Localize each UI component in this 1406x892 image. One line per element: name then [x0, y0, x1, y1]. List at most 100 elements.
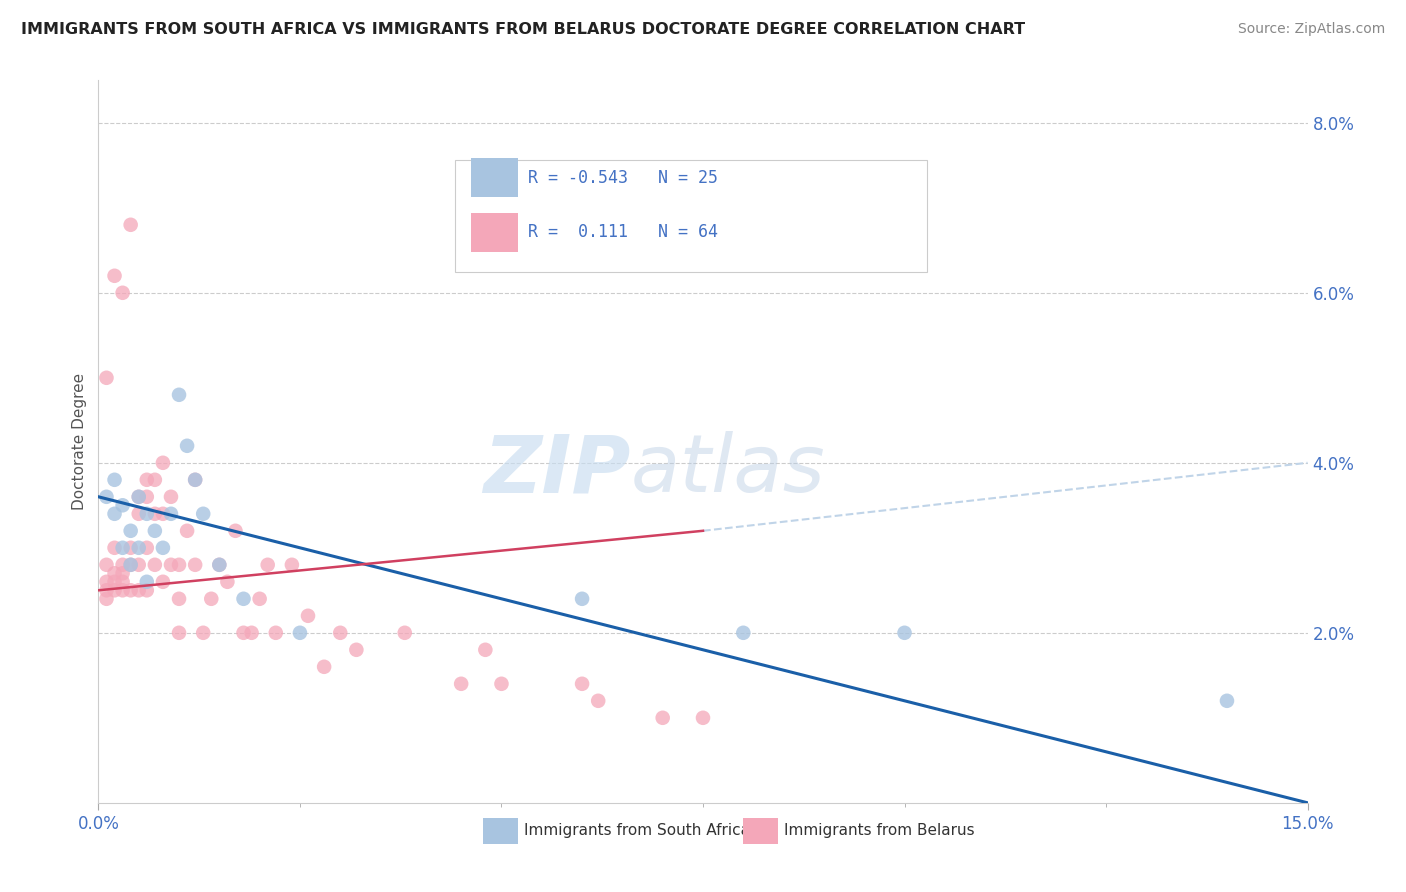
Point: [152, 507, 174, 521]
Point: [120, 541, 142, 555]
Point: [651, 711, 673, 725]
Point: [184, 558, 207, 572]
Point: [184, 473, 207, 487]
Point: [96, 490, 118, 504]
Point: [232, 591, 254, 606]
Point: [135, 574, 157, 589]
Point: [1216, 694, 1239, 708]
Point: [193, 625, 215, 640]
Point: [692, 711, 714, 725]
Point: [96, 583, 118, 598]
Text: ZIP: ZIP: [484, 432, 630, 509]
Point: [450, 677, 472, 691]
Point: [167, 591, 190, 606]
Point: [176, 439, 198, 453]
Point: [893, 625, 915, 640]
Point: [232, 625, 254, 640]
Point: [135, 541, 157, 555]
Point: [120, 524, 142, 538]
Point: [128, 583, 150, 598]
Point: [128, 507, 150, 521]
Point: [111, 498, 134, 512]
Point: [135, 507, 157, 521]
Point: [474, 642, 496, 657]
Point: [264, 625, 287, 640]
Point: [224, 524, 246, 538]
Point: [344, 642, 367, 657]
Text: Immigrants from South Africa: Immigrants from South Africa: [524, 822, 749, 838]
Point: [96, 574, 118, 589]
Point: [160, 558, 183, 572]
Point: [103, 566, 125, 581]
Point: [143, 524, 166, 538]
Point: [103, 541, 125, 555]
Point: [143, 507, 166, 521]
Point: [128, 490, 150, 504]
Point: [733, 625, 755, 640]
Point: [111, 583, 134, 598]
Y-axis label: Doctorate Degree: Doctorate Degree: [72, 373, 87, 510]
Point: [120, 583, 142, 598]
FancyBboxPatch shape: [456, 160, 927, 272]
Point: [111, 285, 134, 300]
Point: [297, 608, 319, 623]
Point: [176, 524, 198, 538]
Text: atlas: atlas: [630, 432, 825, 509]
Point: [103, 268, 125, 283]
Point: [111, 558, 134, 572]
Point: [111, 566, 134, 581]
Point: [120, 558, 142, 572]
Point: [128, 558, 150, 572]
Point: [152, 541, 174, 555]
Point: [160, 490, 183, 504]
Point: [249, 591, 271, 606]
Point: [103, 583, 125, 598]
Point: [135, 583, 157, 598]
Point: [103, 507, 125, 521]
Point: [240, 625, 263, 640]
Point: [193, 507, 215, 521]
Point: [314, 660, 336, 674]
Point: [152, 456, 174, 470]
Point: [208, 558, 231, 572]
Point: [281, 558, 304, 572]
FancyBboxPatch shape: [742, 818, 778, 844]
Point: [143, 473, 166, 487]
Point: [167, 388, 190, 402]
Point: [586, 694, 609, 708]
FancyBboxPatch shape: [471, 158, 517, 197]
Point: [167, 558, 190, 572]
Point: [111, 541, 134, 555]
Point: [571, 677, 593, 691]
Point: [120, 558, 142, 572]
Point: [288, 625, 311, 640]
Point: [217, 574, 239, 589]
Text: Immigrants from Belarus: Immigrants from Belarus: [785, 822, 974, 838]
Point: [184, 473, 207, 487]
Point: [152, 574, 174, 589]
Point: [394, 625, 416, 640]
Text: R = -0.543   N = 25: R = -0.543 N = 25: [527, 169, 717, 186]
Point: [571, 591, 593, 606]
FancyBboxPatch shape: [471, 212, 517, 252]
Text: IMMIGRANTS FROM SOUTH AFRICA VS IMMIGRANTS FROM BELARUS DOCTORATE DEGREE CORRELA: IMMIGRANTS FROM SOUTH AFRICA VS IMMIGRAN…: [21, 22, 1025, 37]
Point: [103, 473, 125, 487]
Point: [96, 591, 118, 606]
Point: [167, 625, 190, 640]
Point: [135, 490, 157, 504]
Text: Source: ZipAtlas.com: Source: ZipAtlas.com: [1237, 22, 1385, 37]
Point: [329, 625, 352, 640]
Text: R =  0.111   N = 64: R = 0.111 N = 64: [527, 223, 717, 241]
Point: [103, 574, 125, 589]
Point: [135, 473, 157, 487]
Point: [208, 558, 231, 572]
FancyBboxPatch shape: [482, 818, 517, 844]
Point: [120, 218, 142, 232]
Point: [200, 591, 222, 606]
Point: [96, 558, 118, 572]
Point: [128, 541, 150, 555]
Point: [491, 677, 513, 691]
Point: [143, 558, 166, 572]
Point: [160, 507, 183, 521]
Point: [96, 371, 118, 385]
